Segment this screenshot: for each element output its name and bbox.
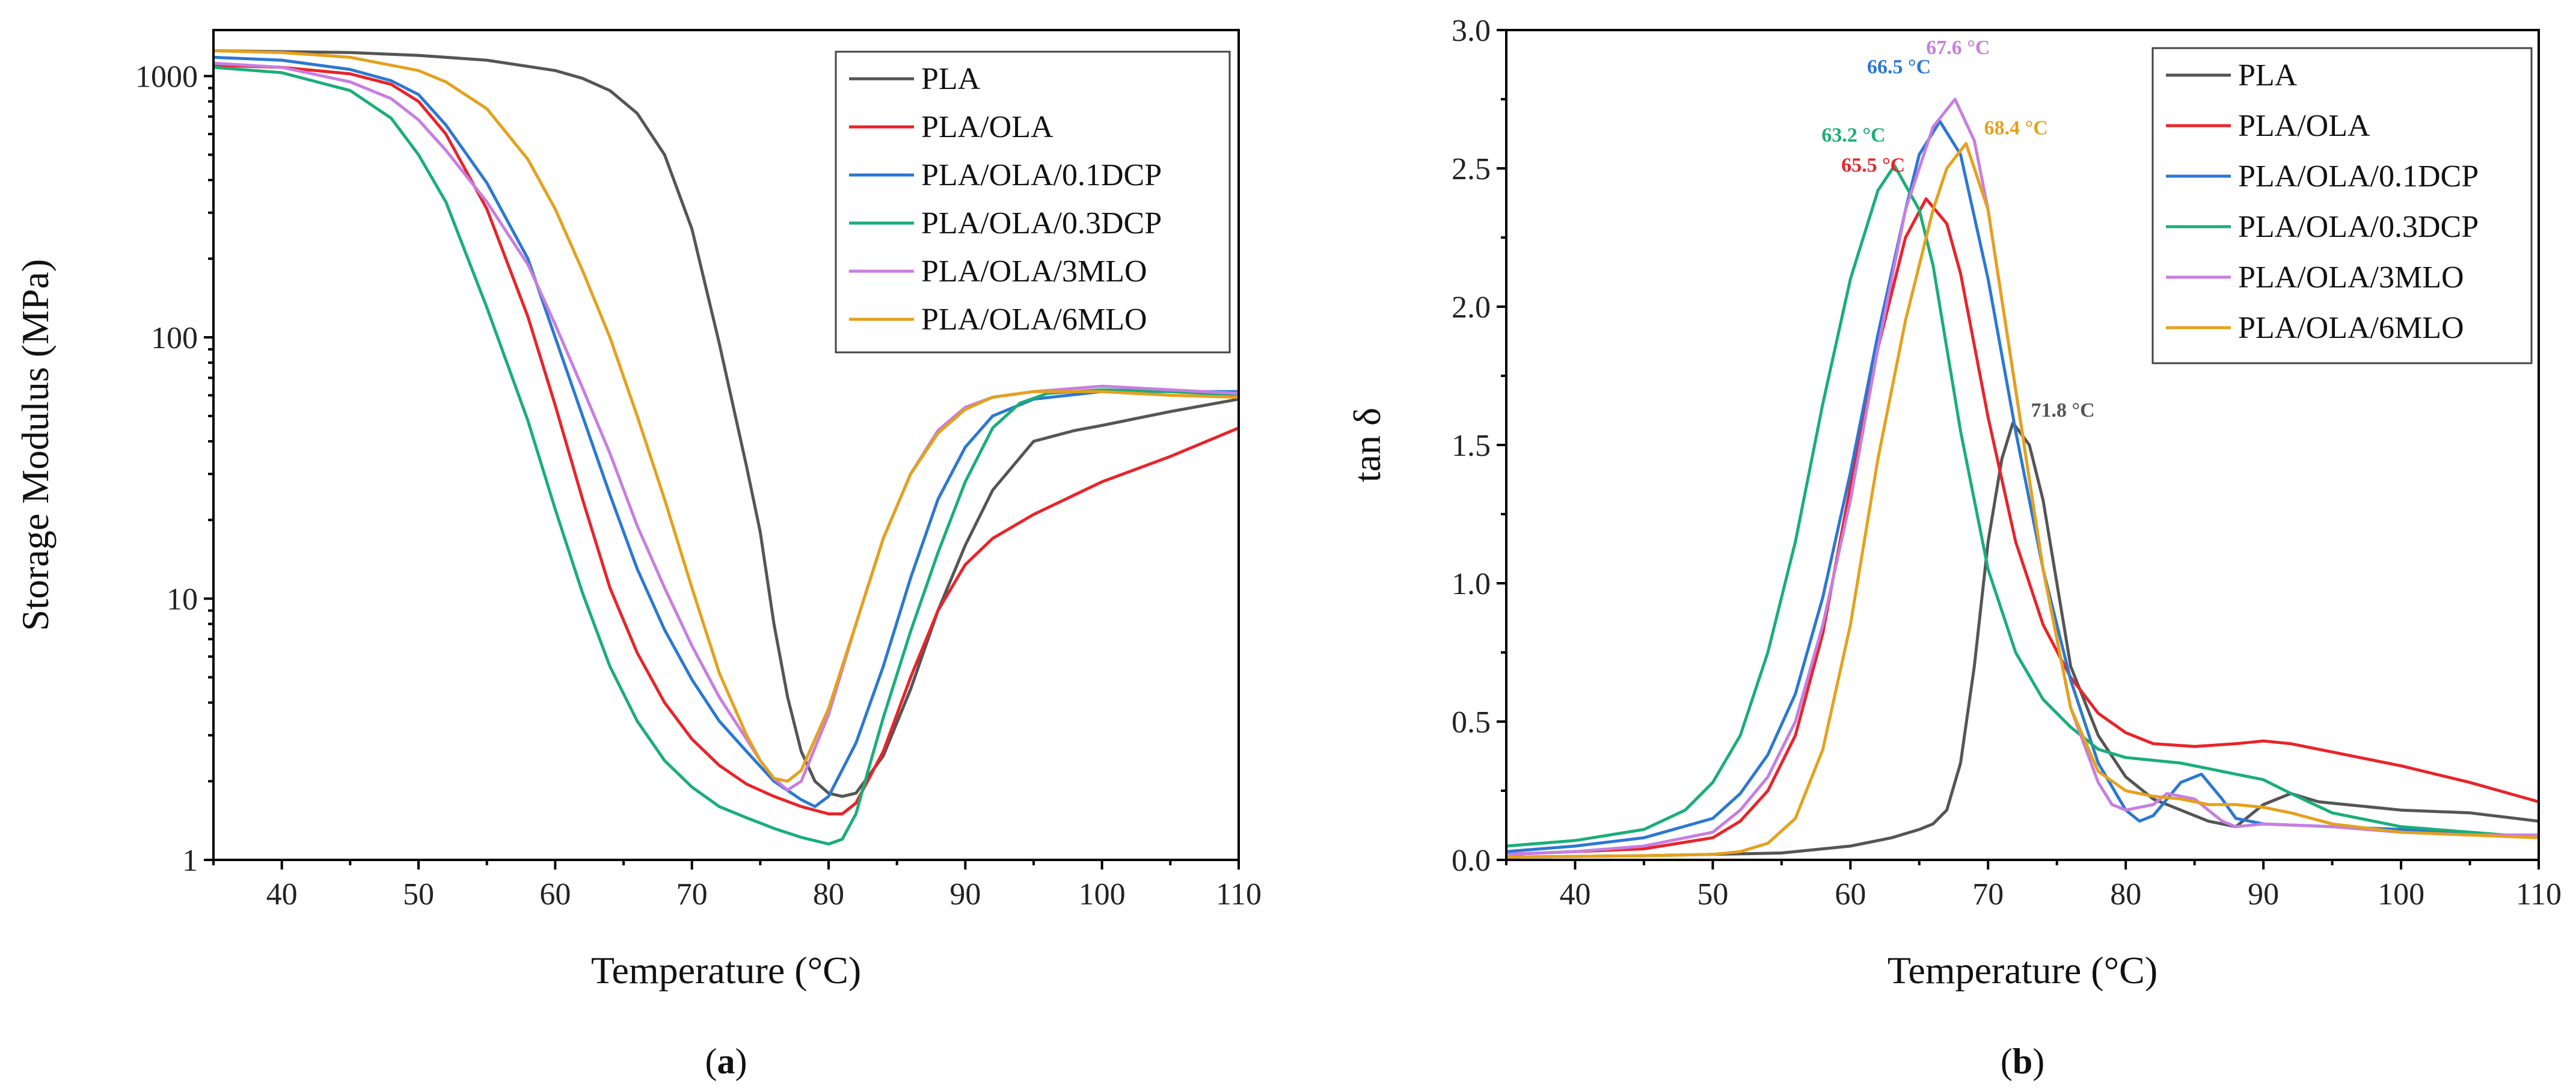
y-tick-label: 100	[151, 321, 198, 355]
series-line-pla-ola-3mlo	[213, 61, 1239, 792]
peak-label: 63.2 °C	[1821, 124, 1885, 146]
x-tick-label: 60	[1835, 877, 1866, 912]
legend-frame	[2151, 47, 2533, 364]
peak-label: 67.6 °C	[1926, 37, 1990, 59]
series-group	[213, 49, 1239, 846]
peak-label: 66.5 °C	[1867, 56, 1931, 78]
legend-label: PLA/OLA/0.1DCP	[921, 158, 1162, 192]
series-line-pla-ola	[213, 64, 1239, 815]
x-tick-label: 50	[403, 877, 434, 912]
peak-label: 68.4 °C	[1984, 117, 2048, 140]
x-tick-label: 110	[2516, 877, 2562, 912]
x-tick-label: 100	[1079, 877, 1126, 912]
peak-label: 65.5 °C	[1841, 155, 1905, 177]
x-tick-label: 90	[2248, 877, 2279, 912]
panel-label: (a)	[705, 1041, 747, 1081]
panel-a: 40 50 60 70 80 90 100 1101101001000Temperature …	[14, 29, 1262, 1081]
y-tick-label: 1.5	[1452, 429, 1491, 463]
series-line-pla-ola-6mlo	[1506, 142, 2539, 859]
legend-label: PLA	[921, 62, 981, 96]
x-tick-label: 70	[1972, 877, 2004, 912]
x-tick-label: 80	[813, 877, 844, 912]
series-line-pla-ola-0-1dcp	[213, 55, 1239, 808]
legend-frame	[835, 51, 1231, 354]
x-axis-title: Temperature (°C)	[1888, 949, 2157, 992]
series-line-pla-ola-6mlo	[213, 49, 1239, 783]
series-line-pla	[1506, 421, 2539, 859]
series-line-pla-ola-0-1dcp	[1506, 120, 2539, 853]
y-axis-title: Storage Modulus (MPa)	[14, 259, 57, 631]
y-tick-label: 3.0	[1452, 14, 1491, 48]
legend-label: PLA/OLA/0.3DCP	[2238, 210, 2479, 244]
series-line-pla-ola-0-3dcp	[1506, 164, 2539, 848]
legend: PLA PLA/OLA PLA/OLA/0.1DCP PLA/OLA/0.3DCP PL…	[2151, 47, 2533, 364]
legend-label: PLA	[2238, 58, 2298, 93]
y-tick-label: 0.5	[1452, 705, 1491, 740]
x-tick-label: 40	[266, 877, 298, 912]
legend-label: PLA/OLA/0.1DCP	[2238, 159, 2479, 194]
series-group	[1506, 97, 2539, 859]
legend-label: PLA/OLA/3MLO	[2238, 260, 2464, 295]
x-tick-label: 40	[1559, 877, 1590, 912]
x-tick-label: 70	[676, 877, 708, 912]
x-tick-label: 100	[2378, 877, 2424, 912]
y-tick-label: 2.5	[1452, 152, 1491, 186]
plot-frame	[212, 29, 1240, 861]
y-tick-label: 1.0	[1452, 567, 1491, 601]
x-tick-label: 50	[1697, 877, 1728, 912]
x-tick-label: 60	[539, 877, 571, 912]
series-line-pla-ola	[1506, 197, 2539, 856]
panel-label: (b)	[2001, 1041, 2044, 1081]
legend: PLA PLA/OLA PLA/OLA/0.1DCP PLA/OLA/0.3DCP PL…	[835, 51, 1231, 354]
peak-label: 71.8 °C	[2031, 399, 2094, 422]
y-tick-label: 0.0	[1452, 844, 1491, 878]
y-tick-label: 1000	[135, 60, 198, 94]
legend-label: PLA/OLA/6MLO	[2238, 311, 2464, 345]
x-tick-label: 80	[2110, 877, 2141, 912]
legend-label: PLA/OLA	[921, 110, 1053, 144]
y-tick-label: 1	[182, 844, 198, 878]
y-axis-title: tan δ	[1346, 408, 1388, 482]
legend-label: PLA/OLA	[2238, 109, 2370, 143]
y-tick-label: 2.0	[1452, 290, 1491, 325]
panel-b: 40 50 60 70 80 90 100 110 0.0 0.5 1.0 1.5 2.0 2.5 3.0 T…	[1346, 14, 2562, 1081]
series-line-pla	[213, 49, 1239, 798]
x-axis-title: Temperature (°C)	[591, 949, 861, 992]
series-line-pla-ola-0-3dcp	[213, 66, 1239, 846]
legend-label: PLA/OLA/0.3DCP	[921, 206, 1162, 241]
y-tick-label: 10	[167, 583, 198, 617]
legend-label: PLA/OLA/3MLO	[921, 254, 1147, 289]
legend-label: PLA/OLA/6MLO	[921, 302, 1147, 337]
x-tick-label: 90	[949, 877, 981, 912]
x-tick-label: 110	[1216, 877, 1262, 912]
